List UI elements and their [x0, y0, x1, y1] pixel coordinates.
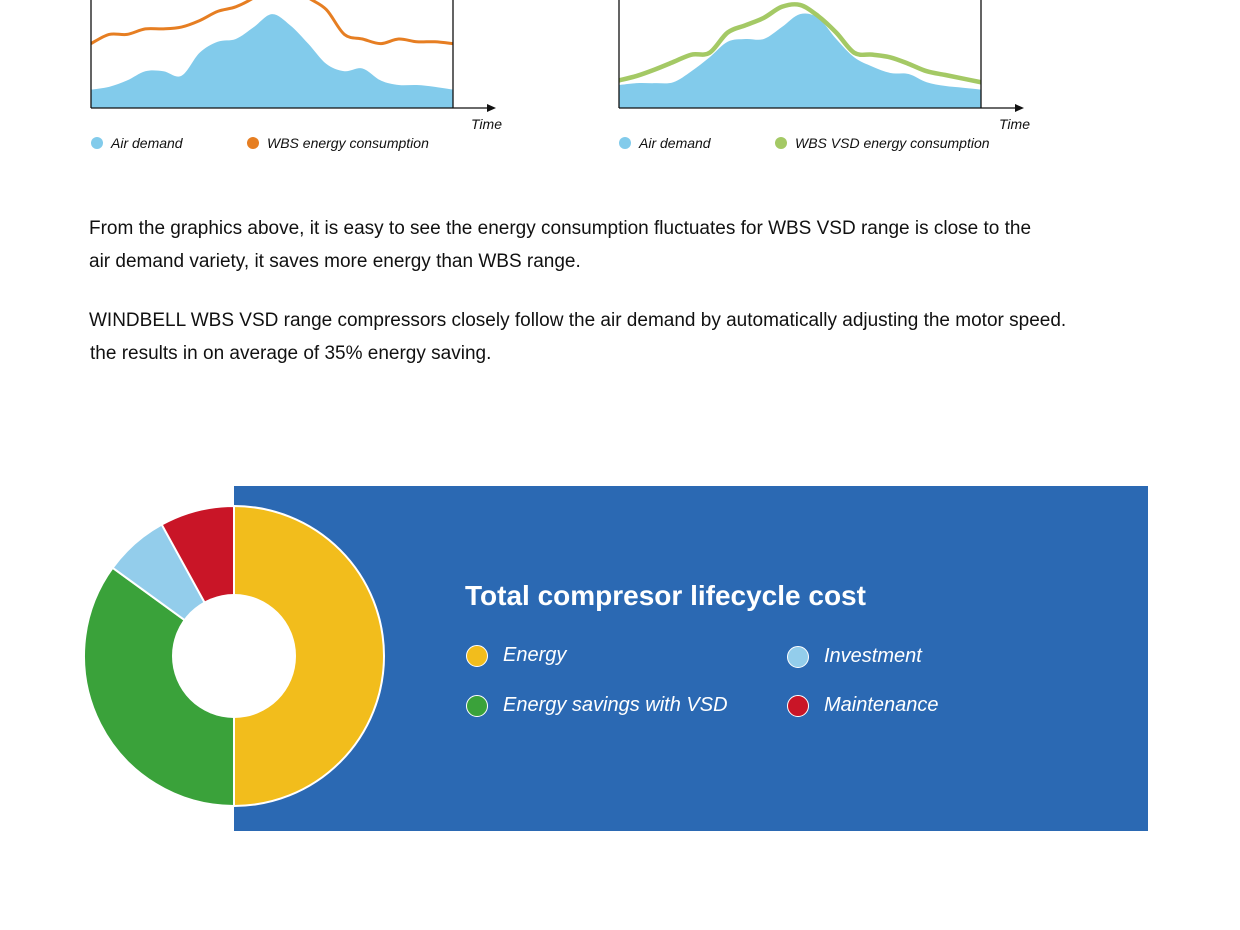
x-axis-arrow: [487, 104, 496, 112]
legend-item-wbs-vsd-energy: WBS VSD energy consumption: [775, 135, 990, 151]
legend-label: WBS energy consumption: [267, 135, 429, 151]
legend-label: Air demand: [639, 135, 711, 151]
pie-legend-label: Energy savings with VSD: [503, 694, 728, 716]
pie-legend-energy: Energy: [466, 644, 566, 667]
legend-item-air-demand: Air demand: [619, 135, 711, 151]
paragraph-savings: WINDBELL WBS VSD range compressors close…: [89, 304, 1099, 370]
legend-dot-air-demand: [619, 137, 631, 149]
air-demand-area: [91, 14, 453, 109]
lifecycle-panel: [234, 486, 1148, 831]
energy-consumption-line: [90, 0, 454, 46]
wbs-energy-chart: [90, 0, 496, 112]
x-axis-label-chart2: Time: [999, 116, 1030, 132]
pie-legend-label: Maintenance: [824, 694, 939, 716]
paragraph-comparison: From the graphics above, it is easy to s…: [89, 212, 1099, 278]
wbs-vsd-energy-chart: [618, 0, 1024, 112]
legend-label: Air demand: [111, 135, 183, 151]
legend-dot-air-demand: [91, 137, 103, 149]
paragraph-line: the results in on average of 35% energy …: [90, 343, 492, 364]
legend-dot-wbs-energy: [247, 137, 259, 149]
pie-slice-energy-savings: [83, 566, 235, 808]
legend-chart1: Air demand WBS energy consumption: [0, 134, 620, 152]
legend-chart2: Air demand WBS VSD energy consumption: [0, 134, 1100, 152]
lifecycle-title: Total compresor lifecycle cost: [465, 580, 866, 611]
pie-slice-energy: [233, 504, 385, 808]
pie-legend-dot-energy-savings: [466, 694, 488, 717]
legend-item-air-demand: Air demand: [91, 135, 183, 151]
pie-legend-label: Energy: [503, 644, 567, 666]
x-axis-arrow: [1015, 104, 1024, 112]
pie-legend-label: Investment: [824, 645, 922, 667]
pie-legend-energy-savings: Energy savings with VSD: [466, 694, 728, 717]
pie-legend-dot-investment: [787, 645, 809, 668]
donut-hole: [172, 594, 296, 718]
pie-legend-investment: Investment: [787, 645, 922, 668]
air-demand-area: [619, 13, 981, 109]
legend-item-wbs-energy: WBS energy consumption: [247, 135, 429, 151]
legend-dot-wbs-vsd-energy: [775, 137, 787, 149]
pie-legend-dot-energy: [466, 644, 488, 667]
paragraph-line: From the graphics above, it is easy to s…: [89, 218, 1032, 239]
energy-consumption-line: [618, 2, 982, 85]
paragraph-line: WINDBELL WBS VSD range compressors close…: [89, 310, 1067, 331]
pie-legend-maintenance: Maintenance: [787, 694, 939, 717]
legend-label: WBS VSD energy consumption: [795, 135, 990, 151]
x-axis-label-chart1: Time: [471, 116, 502, 132]
paragraph-line: air demand variety, it saves more energy…: [89, 251, 581, 272]
pie-legend-dot-maintenance: [787, 694, 809, 717]
lifecycle-cost-donut: [83, 504, 385, 808]
